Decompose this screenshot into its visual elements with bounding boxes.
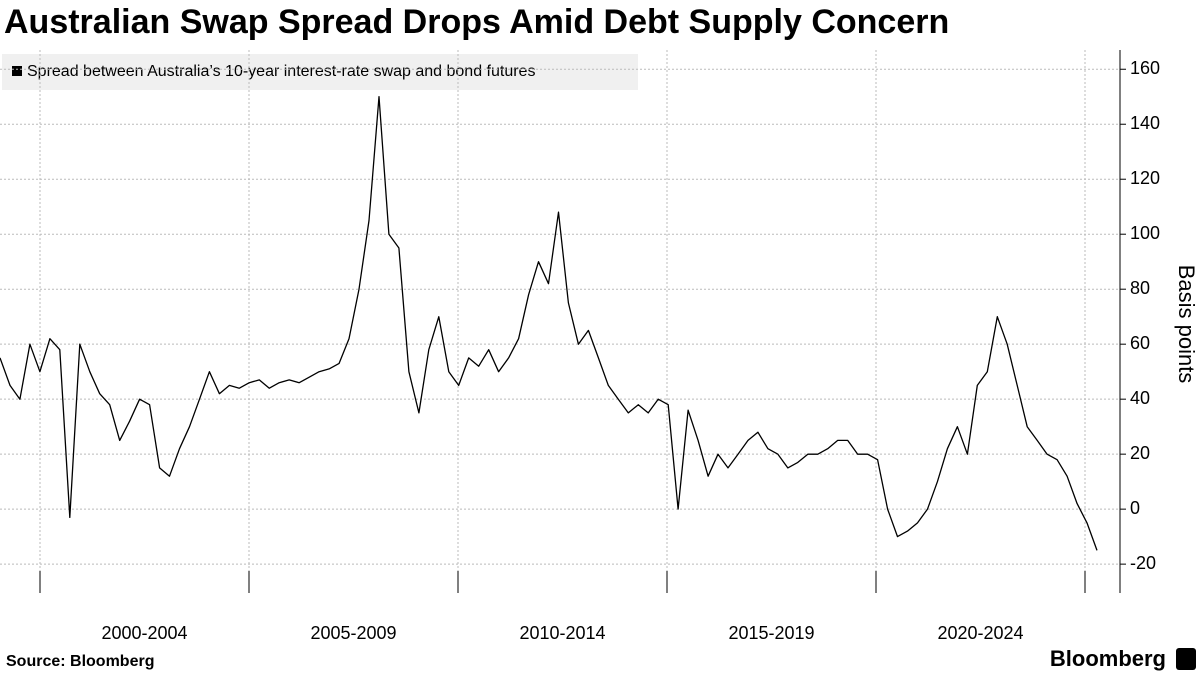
legend-swatch: [12, 66, 22, 76]
x-tick-label: 2000-2004: [101, 623, 187, 643]
y-tick-label: -20: [1130, 553, 1156, 573]
y-tick-label: 100: [1130, 223, 1160, 243]
chart-title: Australian Swap Spread Drops Amid Debt S…: [4, 3, 949, 41]
series-line: [0, 96, 1098, 551]
y-tick-label: 140: [1130, 113, 1160, 133]
x-tick-label: 2020-2024: [937, 623, 1023, 643]
y-tick-label: 0: [1130, 498, 1140, 518]
y-tick-label: 160: [1130, 58, 1160, 78]
x-tick-label: 2005-2009: [310, 623, 396, 643]
y-tick-label: 120: [1130, 168, 1160, 188]
brand-icon: [1176, 648, 1196, 670]
y-axis-label: Basis points: [1174, 265, 1199, 384]
y-tick-label: 40: [1130, 388, 1150, 408]
legend-box: [2, 54, 638, 90]
y-tick-label: 60: [1130, 333, 1150, 353]
x-tick-label: 2015-2019: [728, 623, 814, 643]
legend-label: Spread between Australia’s 10-year inter…: [27, 63, 535, 80]
y-tick-label: 80: [1130, 278, 1150, 298]
source: Source: Bloomberg: [6, 653, 154, 670]
y-tick-label: 20: [1130, 443, 1150, 463]
x-tick-label: 2010-2014: [519, 623, 605, 643]
brand: Bloomberg: [1050, 646, 1166, 671]
